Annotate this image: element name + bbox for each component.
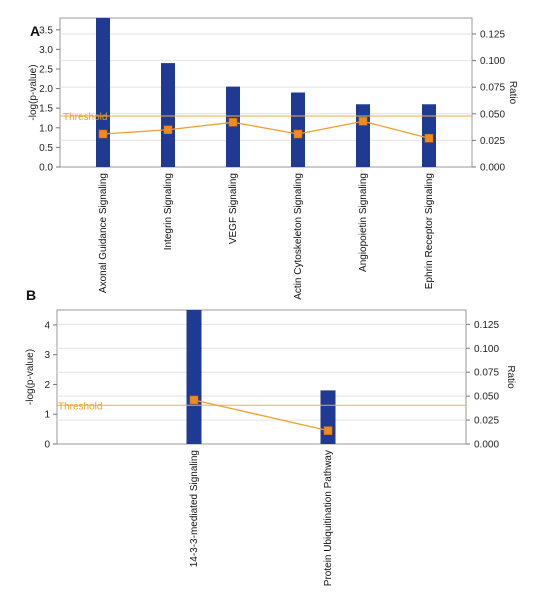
y-tick-label: 0.0 xyxy=(39,163,53,174)
plot-frame xyxy=(59,17,473,168)
ratio-marker xyxy=(358,116,368,126)
bar xyxy=(356,104,370,167)
y2-tick-label: 0.025 xyxy=(474,416,499,427)
category-label: Actin Cytoskeleton Signaling xyxy=(293,173,304,300)
ratio-marker xyxy=(98,129,108,139)
y2-tick-label: 0.075 xyxy=(480,83,505,94)
category-label: Protein Ubiquitination Pathway xyxy=(323,450,334,586)
y-axis-label: -log(p-value) xyxy=(25,349,36,405)
y-axis-label: -log(p-value) xyxy=(28,64,39,120)
ratio-marker xyxy=(293,129,303,139)
plot-frame xyxy=(56,309,467,445)
bar xyxy=(96,18,110,167)
y-tick-label: 1.5 xyxy=(39,104,53,115)
y-tick-label: 2.5 xyxy=(39,64,53,75)
category-label: Angiopoietin Signaling xyxy=(358,173,369,272)
y2-tick-label: 0.025 xyxy=(480,136,505,147)
category-label: VEGF Signaling xyxy=(228,173,239,244)
ratio-marker xyxy=(424,133,434,143)
y-tick-label: 1 xyxy=(44,410,50,421)
bar xyxy=(161,63,175,168)
ratio-line xyxy=(102,120,430,139)
y2-tick-label: 0.000 xyxy=(480,163,505,174)
y-tick-label: 0 xyxy=(44,440,50,451)
y2-tick-label: 0.125 xyxy=(480,29,505,40)
panel-letter-b: B xyxy=(26,287,36,303)
y2-axis-label: Ratio xyxy=(505,365,516,389)
category-label: Axonal Guidance Signaling xyxy=(98,173,109,293)
ratio-marker xyxy=(228,118,238,127)
ratio-marker xyxy=(163,125,173,135)
y-tick-label: 4 xyxy=(44,320,50,331)
y-tick-label: 3 xyxy=(44,350,50,361)
category-label: Integrin Signaling xyxy=(163,173,174,250)
ratio-line xyxy=(193,399,329,432)
y2-axis-label: Ratio xyxy=(507,81,518,105)
y2-tick-label: 0.000 xyxy=(474,440,499,451)
y-tick-label: 3.0 xyxy=(39,45,53,56)
ratio-marker xyxy=(189,395,199,405)
y2-tick-label: 0.050 xyxy=(474,392,499,403)
bar xyxy=(186,310,202,444)
y-tick-label: 0.5 xyxy=(39,143,53,154)
category-label: Ephrin Receptor Signaling xyxy=(424,173,435,289)
panel-letter-a: A xyxy=(30,23,40,39)
y-tick-label: 3.5 xyxy=(39,25,53,36)
ratio-marker xyxy=(323,426,333,435)
y-tick-label: 2 xyxy=(44,380,50,391)
y-tick-label: 2.0 xyxy=(39,84,53,95)
y2-tick-label: 0.125 xyxy=(474,320,499,331)
bar xyxy=(226,86,240,167)
bar xyxy=(320,390,336,444)
y2-tick-label: 0.050 xyxy=(480,109,505,120)
threshold-label: Threshold xyxy=(63,112,107,123)
threshold-label: Threshold xyxy=(58,401,102,412)
category-label: 14-3-3-mediated Signaling xyxy=(189,450,200,567)
y-tick-label: 1.0 xyxy=(39,123,53,134)
y2-tick-label: 0.075 xyxy=(474,368,499,379)
y2-tick-label: 0.100 xyxy=(474,344,499,355)
y2-tick-label: 0.100 xyxy=(480,56,505,67)
